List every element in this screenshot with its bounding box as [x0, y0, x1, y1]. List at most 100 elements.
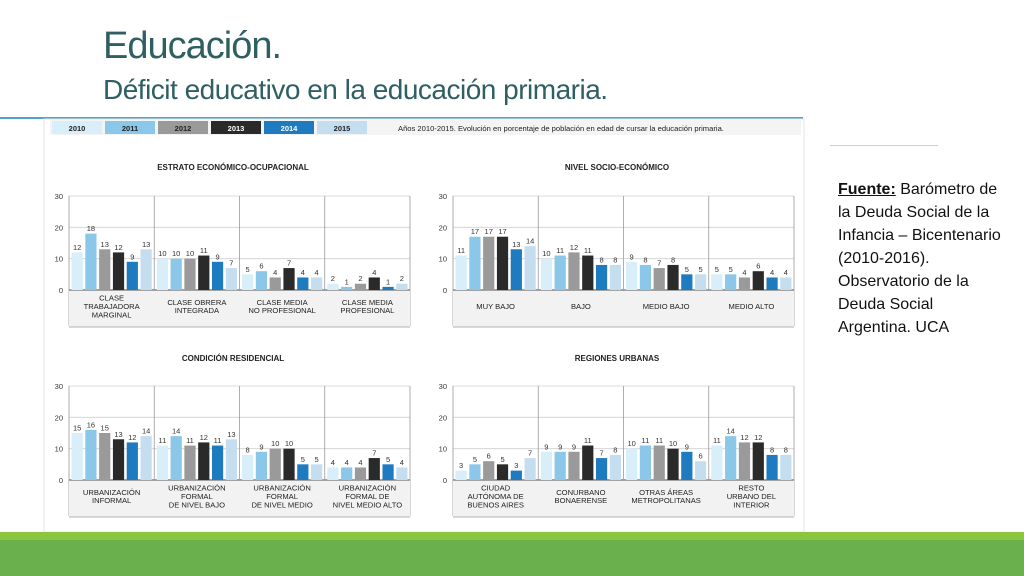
bar	[71, 252, 83, 290]
y-tick-label: 30	[439, 192, 447, 201]
bar	[711, 274, 723, 290]
page-subtitle: Déficit educativo en la educación primar…	[103, 74, 608, 105]
page-title: Educación.	[103, 25, 282, 67]
bar-value-label: 13	[142, 240, 150, 249]
y-tick-label: 0	[443, 476, 447, 485]
bar	[269, 277, 281, 290]
bar-value-label: 6	[259, 262, 263, 271]
y-tick-label: 20	[55, 413, 63, 422]
bar-value-label: 8	[643, 255, 647, 264]
bar	[725, 436, 737, 480]
category-label: MEDIO BAJO	[643, 302, 690, 311]
bar-value-label: 17	[498, 227, 506, 236]
bar-value-label: 11	[186, 436, 194, 445]
y-tick-label: 20	[55, 223, 63, 232]
category-label: CONURBANO	[556, 488, 605, 497]
bar	[681, 451, 693, 480]
bar-value-label: 11	[556, 246, 564, 255]
bar	[198, 442, 210, 480]
bar-value-label: 17	[471, 227, 479, 236]
bar	[609, 264, 621, 290]
bar	[368, 458, 380, 480]
panel-title: REGIONES URBANAS	[575, 354, 660, 363]
y-tick-label: 30	[439, 382, 447, 391]
bar-value-label: 9	[558, 442, 562, 451]
bar	[711, 445, 723, 480]
legend-swatch	[211, 121, 261, 134]
bar	[595, 264, 608, 290]
bar-value-label: 13	[512, 240, 520, 249]
bar-value-label: 9	[130, 252, 134, 261]
bar-value-label: 8	[784, 445, 788, 454]
y-tick-label: 30	[55, 382, 63, 391]
bar-value-label: 13	[101, 240, 109, 249]
y-tick-label: 0	[59, 476, 63, 485]
bar	[766, 277, 778, 290]
bar-value-label: 4	[358, 458, 362, 467]
bar-value-label: 7	[287, 259, 291, 268]
category-label: INTEGRADA	[175, 306, 220, 315]
bar-value-label: 5	[473, 455, 477, 464]
category-label: URBANO DEL	[727, 492, 776, 501]
bar-value-label: 12	[570, 243, 578, 252]
category-label: AUTÓNOMA DE	[468, 492, 524, 501]
bar	[483, 236, 495, 290]
category-label: URBANIZACIÓN	[253, 484, 310, 493]
bar-value-label: 3	[459, 461, 463, 470]
legend-swatch	[317, 121, 367, 134]
bar	[455, 255, 467, 290]
bar	[242, 454, 254, 480]
bar	[99, 249, 111, 290]
bar	[540, 258, 552, 290]
bar	[255, 451, 268, 480]
category-label: FORMAL DE	[345, 492, 389, 501]
bar-value-label: 11	[214, 436, 222, 445]
bar	[140, 249, 152, 290]
bar	[170, 436, 182, 480]
bar	[396, 467, 408, 480]
bar-value-label: 5	[685, 265, 689, 274]
category-label: MARGINAL	[92, 310, 132, 319]
bar-value-label: 11	[713, 436, 721, 445]
bar	[71, 433, 83, 480]
bar	[568, 252, 580, 290]
category-label: FORMAL	[181, 492, 213, 501]
bar	[140, 436, 152, 480]
bar	[126, 442, 138, 480]
bar-value-label: 12	[128, 433, 136, 442]
bar-value-label: 11	[457, 246, 465, 255]
category-label-band	[453, 291, 794, 327]
bar-value-label: 12	[73, 243, 81, 252]
bar-value-label: 14	[172, 427, 180, 436]
bar	[225, 439, 237, 480]
bar	[311, 277, 323, 290]
bar-value-label: 4	[372, 268, 376, 277]
panel-title: NIVEL SOCIO-ECONÓMICO	[565, 163, 669, 172]
bar	[469, 464, 481, 480]
chart-panel: NIVEL SOCIO-ECONÓMICO 0 10 20 30 11 17 17 17 13 14…	[439, 163, 795, 328]
category-label: RESTO	[738, 484, 764, 493]
bar	[455, 470, 467, 480]
legend-swatch	[264, 121, 314, 134]
y-tick-label: 30	[55, 192, 63, 201]
bar	[170, 258, 182, 290]
bar-value-label: 14	[526, 237, 534, 246]
year-legend: 2010 2011 2012 2013 2014 2015 Años 2010-2015. …	[50, 120, 801, 135]
footer-bar-accent	[0, 532, 1024, 540]
y-tick-label: 10	[439, 255, 447, 264]
bar	[283, 448, 295, 480]
bar	[211, 445, 224, 480]
bar-value-label: 10	[627, 439, 635, 448]
category-label-band	[453, 481, 794, 517]
bar	[198, 255, 210, 290]
category-label: URBANIZACIÓN	[339, 484, 396, 493]
category-label: METROPOLITANAS	[631, 496, 700, 505]
bar-value-label: 4	[400, 458, 404, 467]
bar	[368, 277, 380, 290]
bar	[496, 464, 509, 480]
category-label: INFORMAL	[92, 496, 131, 505]
category-label: NO PROFESIONAL	[248, 306, 316, 315]
source-text: Barómetro de la Deuda Social de la Infan…	[838, 181, 1001, 336]
bar-value-label: 9	[685, 442, 689, 451]
category-label: TRABAJADORA	[84, 302, 141, 311]
